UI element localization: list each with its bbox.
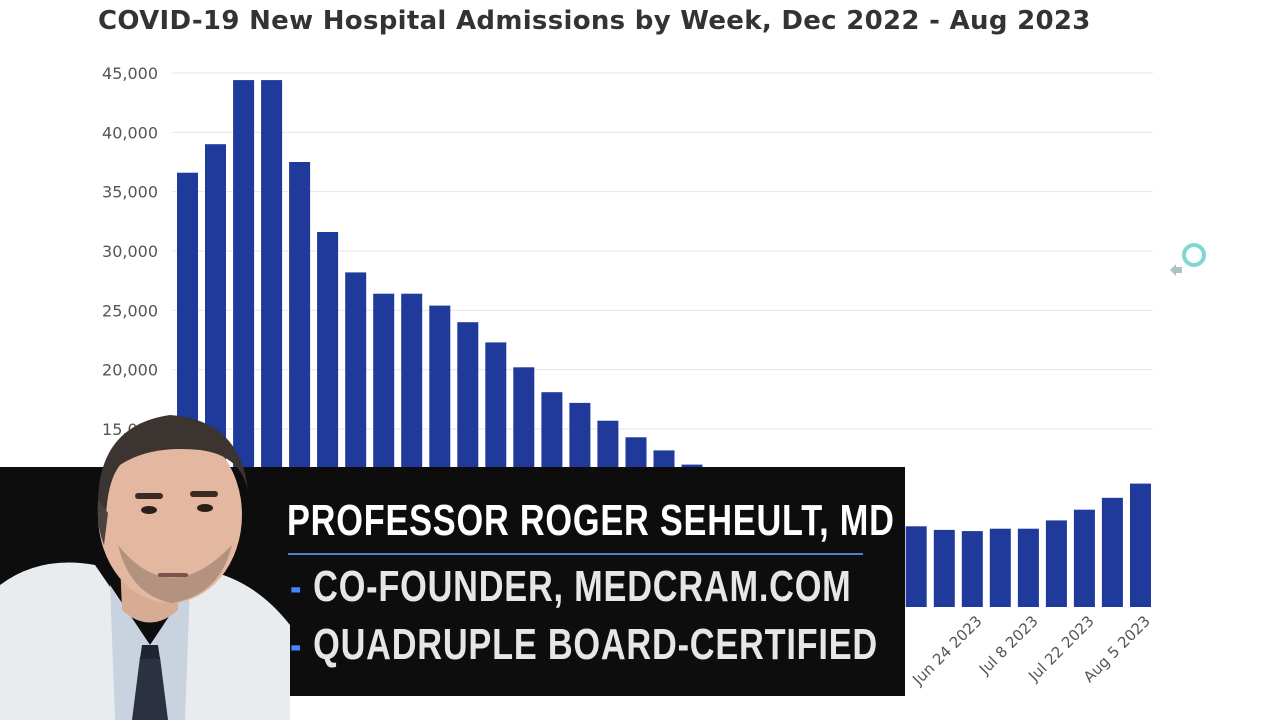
presenter-portrait-icon bbox=[0, 415, 290, 720]
chart-title: COVID-19 New Hospital Admissions by Week… bbox=[98, 6, 1091, 36]
name-underline bbox=[288, 553, 863, 555]
presenter-photo bbox=[0, 395, 290, 720]
bullet-line-1: - CO-FOUNDER, MEDCRAM.COM bbox=[290, 562, 852, 612]
presenter-name: PROFESSOR ROGER SEHEULT, MD bbox=[287, 496, 895, 545]
y-tick-label: 20,000 bbox=[102, 361, 158, 380]
bar bbox=[1101, 497, 1123, 607]
x-tick-label: Jun 24 2023 bbox=[908, 612, 985, 689]
bar bbox=[905, 526, 927, 607]
bullet-dash: - bbox=[290, 562, 303, 611]
bullet-dash: - bbox=[290, 620, 303, 669]
bullet-text: QUADRUPLE BOARD-CERTIFIED bbox=[313, 620, 878, 669]
cursor-ring-icon bbox=[1182, 243, 1206, 267]
bar bbox=[933, 529, 955, 607]
bar bbox=[1017, 528, 1039, 607]
y-tick-label: 45,000 bbox=[102, 64, 158, 83]
y-tick-label: 30,000 bbox=[102, 242, 158, 261]
bar bbox=[1073, 509, 1095, 607]
bar bbox=[1045, 520, 1067, 607]
cursor-arrow-icon bbox=[1170, 264, 1182, 276]
y-tick-label: 35,000 bbox=[102, 183, 158, 202]
bar bbox=[1130, 483, 1151, 607]
y-tick-label: 40,000 bbox=[102, 123, 158, 142]
bar bbox=[989, 528, 1011, 607]
y-tick-label: 25,000 bbox=[102, 301, 158, 320]
bullet-line-2: - QUADRUPLE BOARD-CERTIFIED bbox=[290, 620, 878, 670]
bar bbox=[961, 531, 983, 607]
y-axis-ticks: 45,00040,00035,00030,00025,00020,00015,0… bbox=[102, 64, 158, 439]
bullet-text: CO-FOUNDER, MEDCRAM.COM bbox=[313, 562, 852, 611]
